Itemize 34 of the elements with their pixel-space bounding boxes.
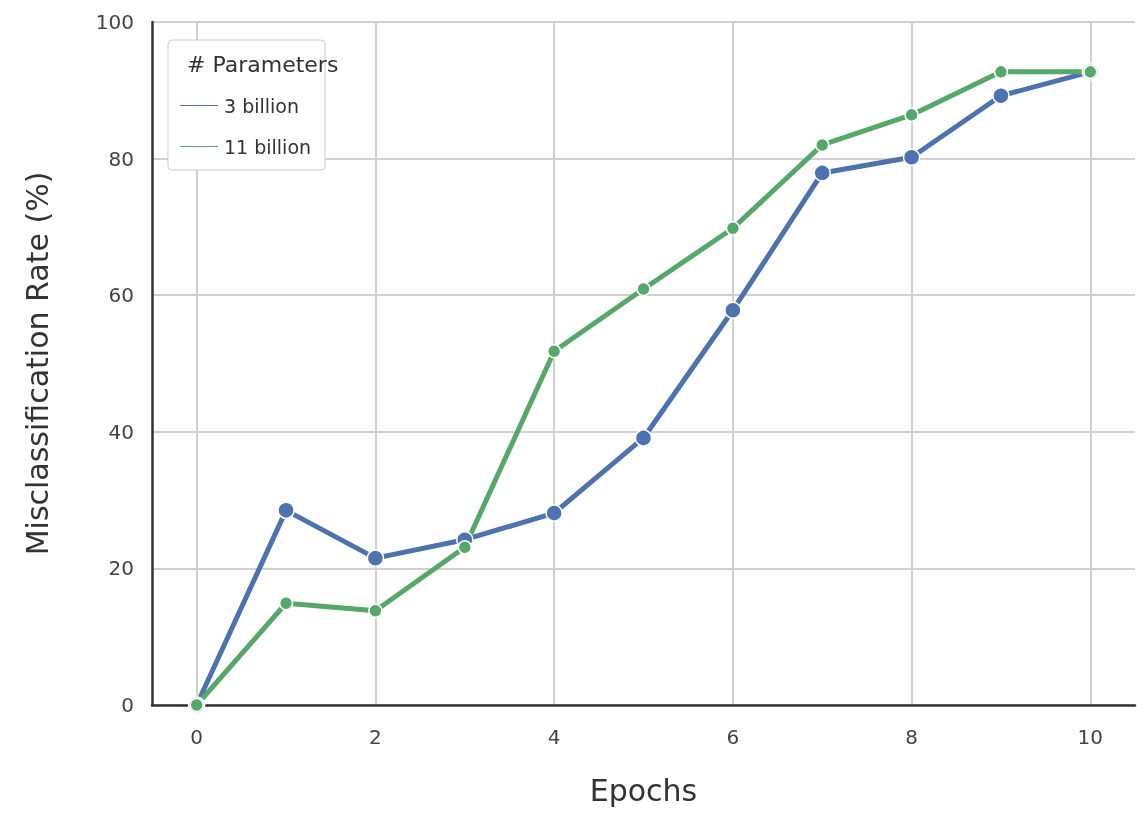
y-tick-label: 20 [108,556,134,581]
point [725,221,741,236]
point [813,164,831,182]
x-tick-label: 0 [190,725,204,749]
point [636,281,651,297]
x-axis-title: Epochs [589,772,698,808]
x-tick-label: 10 [1077,725,1104,749]
point [278,595,294,611]
point [546,343,562,359]
legend-title: # Parameters [187,51,339,77]
point [366,549,385,567]
y-tick-label: 0 [121,693,134,717]
point [634,429,653,447]
x-tick-label: 6 [726,725,740,749]
x-tick-label: 4 [547,725,561,749]
point [992,87,1010,105]
y-tick-label: 100 [95,10,134,34]
y-tick-label: 40 [108,419,134,444]
point [457,539,473,555]
point [993,64,1009,80]
y-tick-label: 80 [108,146,134,171]
point [904,107,919,123]
point [277,501,295,520]
point [814,137,830,153]
y-tick-label: 60 [108,283,134,308]
y-axis-title: Misclassification Rate (%) [19,171,55,556]
x-tick-label: 2 [369,725,382,749]
point [368,603,383,618]
point [902,148,921,166]
legend-label: 3 billion [224,94,299,117]
legend-label: 11 billion [224,135,312,158]
point [545,504,563,522]
x-tick-label: 8 [905,725,918,749]
point [724,301,742,319]
